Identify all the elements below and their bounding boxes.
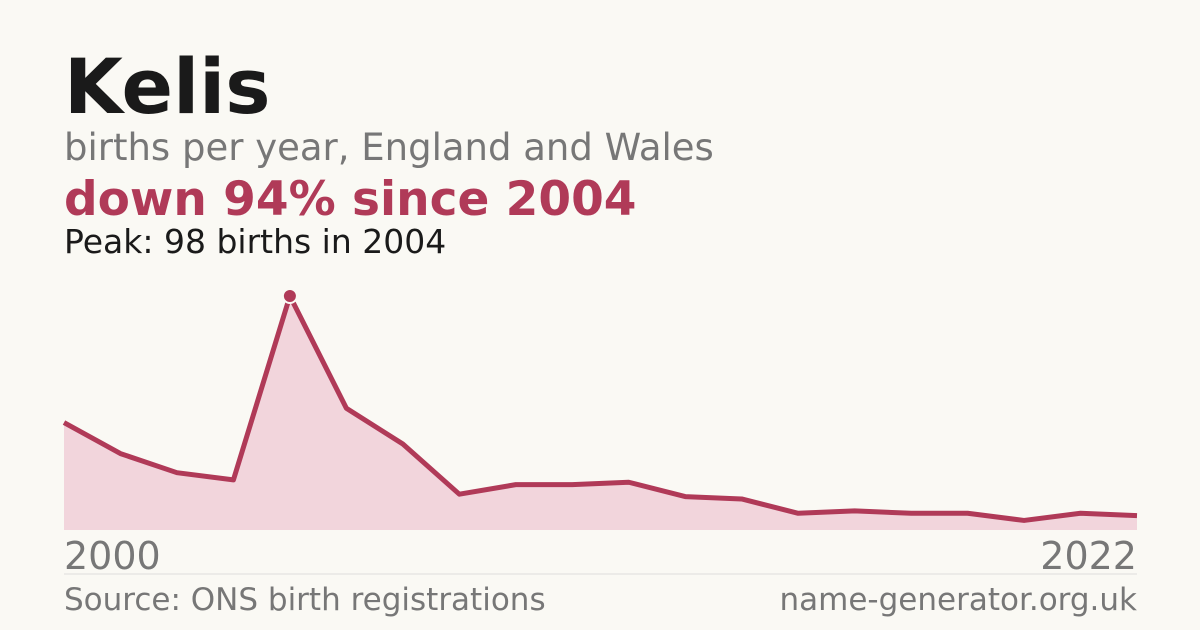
x-tick-label: 2022 [1040, 534, 1137, 578]
source: Source: ONS birth registrations [64, 582, 546, 618]
peak-annotation: Peak: 98 births in 2004 [64, 222, 446, 261]
site-name: name-generator.org.uk [780, 582, 1138, 618]
peak-marker [281, 288, 298, 304]
subtitle: births per year, England and Wales [64, 126, 714, 169]
line [62, 293, 1138, 523]
area [64, 296, 1137, 530]
title: Kelis [64, 42, 270, 131]
headline: down 94% since 2004 [64, 172, 637, 227]
x-tick-label: 2000 [64, 534, 161, 578]
